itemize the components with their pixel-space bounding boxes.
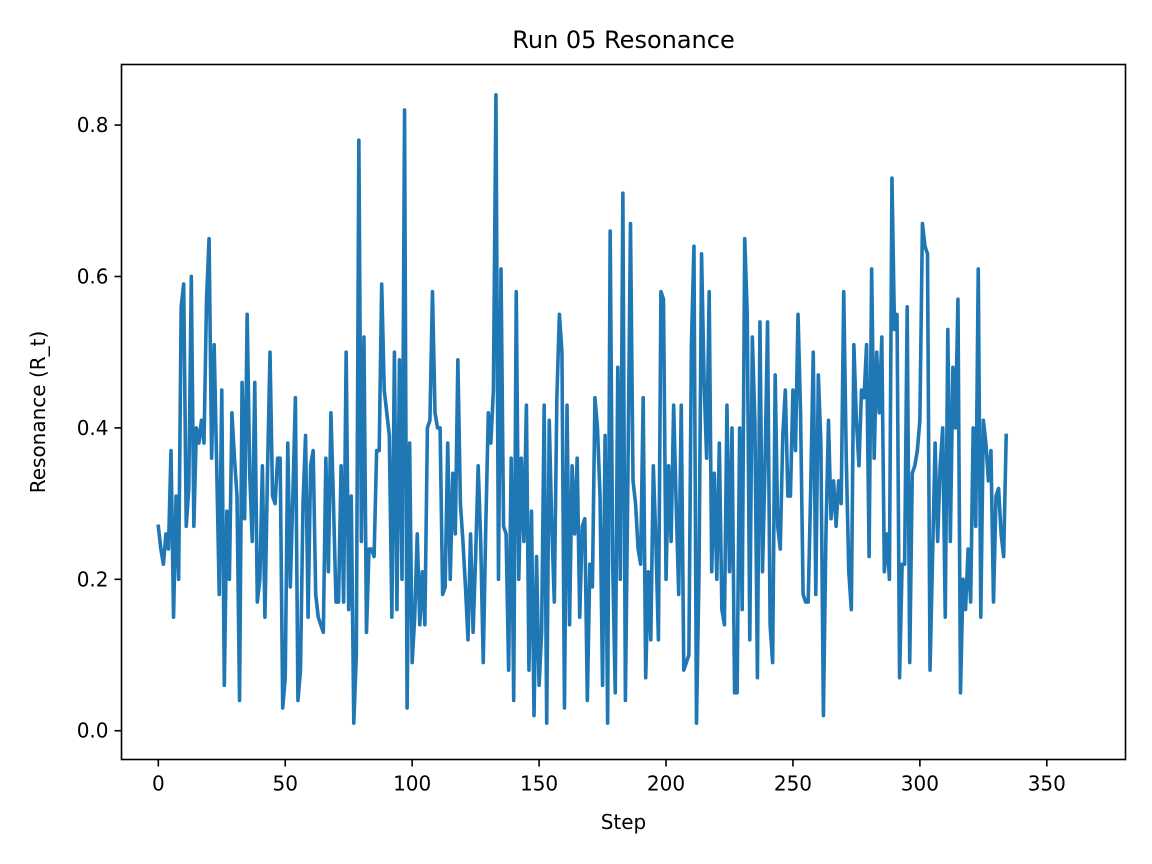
series-layer: [156, 92, 1009, 725]
x-tick-label: 300: [901, 772, 939, 796]
x-tick-label: 150: [520, 772, 558, 796]
y-tick-label: 0.4: [77, 416, 109, 440]
x-tick-label: 250: [774, 772, 812, 796]
x-tick-label: 0: [152, 772, 165, 796]
series-line: [156, 92, 1009, 725]
x-axis-title: Step: [601, 810, 647, 834]
y-tick-label: 0.2: [77, 567, 109, 591]
y-axis: 0.0 0.2 0.4 0.6 0.8: [77, 113, 122, 743]
chart-title: Run 05 Resonance: [512, 26, 734, 54]
x-tick-label: 350: [1028, 772, 1066, 796]
x-tick-label: 100: [393, 772, 431, 796]
y-tick-label: 0.6: [77, 264, 109, 288]
x-tick-label: 50: [273, 772, 298, 796]
y-axis-title: Resonance (R_t): [26, 331, 50, 494]
y-tick-label: 0.8: [77, 113, 109, 137]
plot-frame: [120, 63, 1127, 761]
x-tick-label: 200: [647, 772, 685, 796]
y-tick-label: 0.0: [77, 719, 109, 743]
x-axis: 0 50 100 150 200 250 300 350: [152, 759, 1066, 796]
